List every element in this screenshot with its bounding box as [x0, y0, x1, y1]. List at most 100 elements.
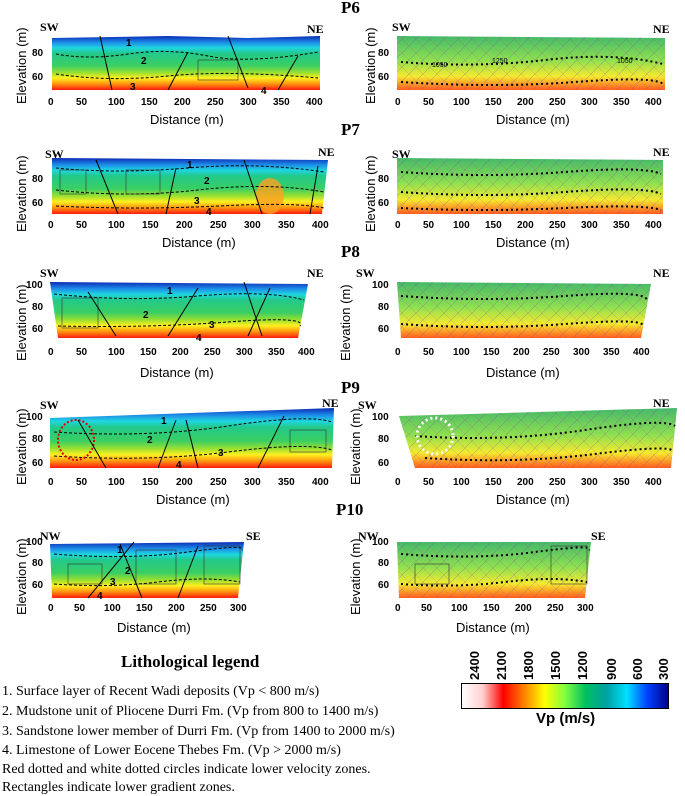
x-tick: 200 [515, 603, 532, 614]
profile-title-p7: P7 [341, 120, 360, 139]
unit-label: 2 [141, 56, 147, 67]
y-tick: 60 [32, 458, 44, 469]
x-tick: 400 [645, 477, 662, 488]
velocity-tomogram-p10 [50, 541, 244, 599]
x-tick: 350 [278, 220, 295, 231]
unit-label: 1 [161, 416, 167, 427]
x-tick: 400 [645, 97, 662, 108]
y-tick: 100 [26, 280, 43, 291]
direction-start-label: SW [356, 266, 375, 280]
x-tick: 250 [543, 347, 560, 358]
y-axis-label: Elevation (m) [363, 27, 378, 104]
x-tick: 50 [76, 477, 88, 488]
x-tick: 0 [48, 603, 54, 614]
x-tick: 0 [48, 220, 54, 231]
unit-label: 4 [97, 591, 103, 602]
x-tick: 50 [423, 477, 435, 488]
y-tick: 80 [32, 174, 44, 185]
x-tick: 250 [207, 97, 224, 108]
x-tick: 150 [142, 477, 159, 488]
y-tick: 60 [378, 198, 390, 209]
x-tick: 300 [581, 97, 598, 108]
x-tick: 300 [240, 97, 257, 108]
legend-item: 1. Surface layer of Recent Wadi deposits… [2, 684, 320, 699]
x-tick: 200 [176, 477, 193, 488]
y-tick: 80 [378, 174, 390, 185]
x-tick: 250 [547, 603, 564, 614]
y-tick: 100 [26, 537, 43, 548]
x-tick: 0 [395, 603, 401, 614]
unit-label: 3 [194, 196, 200, 207]
y-tick: 60 [32, 72, 44, 83]
unit-label: 1 [187, 160, 193, 171]
direction-start-label: SW [392, 147, 411, 161]
x-tick: 250 [210, 220, 227, 231]
raypath-tomogram-p9 [399, 408, 677, 468]
direction-end-label: NE [653, 22, 670, 36]
x-tick: 250 [204, 347, 221, 358]
direction-start-label: SW [358, 398, 377, 412]
x-tick: 150 [141, 97, 158, 108]
x-tick: 350 [273, 97, 290, 108]
x-tick: 0 [48, 347, 54, 358]
x-tick: 50 [76, 220, 88, 231]
x-tick: 50 [76, 347, 88, 358]
x-tick: 250 [210, 477, 227, 488]
x-tick: 50 [421, 603, 433, 614]
x-tick: 150 [485, 477, 502, 488]
x-tick: 350 [613, 220, 630, 231]
unit-label: 1 [126, 38, 132, 49]
direction-start-label: SW [40, 266, 59, 280]
x-tick: 250 [200, 603, 217, 614]
x-tick: 400 [312, 220, 329, 231]
legend-item: 4. Limestone of Lower Eocene Thebes Fm. … [2, 743, 341, 758]
colorbar-tick: 600 [630, 658, 645, 680]
y-tick: 60 [378, 458, 390, 469]
x-tick: 150 [485, 220, 502, 231]
x-tick: 100 [453, 220, 470, 231]
velocity-tomogram-p8 [50, 281, 308, 338]
x-tick: 100 [104, 603, 121, 614]
x-tick: 0 [395, 347, 401, 358]
x-tick: 300 [244, 477, 261, 488]
raypath-tomogram-p10 [397, 542, 591, 598]
direction-start-label: SW [40, 20, 59, 34]
direction-start-label: NW [40, 529, 61, 543]
x-tick: 50 [76, 97, 88, 108]
x-tick: 100 [108, 347, 125, 358]
unit-label: 2 [125, 566, 131, 577]
x-axis-label: Distance (m) [496, 492, 570, 507]
raypath-tomogram-p6 [397, 36, 665, 90]
direction-start-label: NW [358, 529, 379, 543]
direction-start-label: SW [392, 20, 411, 34]
x-tick: 0 [48, 477, 54, 488]
contour-label: 1250 [492, 58, 508, 65]
y-tick: 100 [372, 537, 389, 548]
y-tick: 100 [372, 280, 389, 291]
x-tick: 200 [168, 603, 185, 614]
x-tick: 250 [549, 97, 566, 108]
contour-label: 1050 [617, 58, 633, 65]
x-tick: 350 [613, 477, 630, 488]
direction-end-label: SE [246, 529, 261, 543]
colorbar-tick: 1800 [521, 651, 536, 680]
direction-end-label: NE [653, 266, 670, 280]
x-tick: 200 [174, 97, 191, 108]
y-tick: 60 [32, 198, 44, 209]
legend-title: Lithological legend [121, 652, 260, 671]
x-tick: 350 [268, 347, 285, 358]
direction-end-label: NE [653, 145, 670, 159]
x-tick: 400 [306, 97, 323, 108]
unit-label: 4 [206, 207, 212, 218]
direction-end-label: NE [322, 396, 339, 410]
unit-label: 2 [143, 310, 149, 321]
y-tick: 60 [378, 72, 390, 83]
legend-item: 3. Sandstone lower member of Durri Fm. (… [2, 724, 395, 739]
x-tick: 300 [581, 220, 598, 231]
x-tick: 50 [423, 97, 435, 108]
profile-title-p10: P10 [336, 500, 364, 519]
unit-label: 1 [167, 286, 173, 297]
y-axis-label: Elevation (m) [348, 538, 363, 615]
x-tick: 100 [453, 477, 470, 488]
x-tick: 50 [74, 603, 86, 614]
